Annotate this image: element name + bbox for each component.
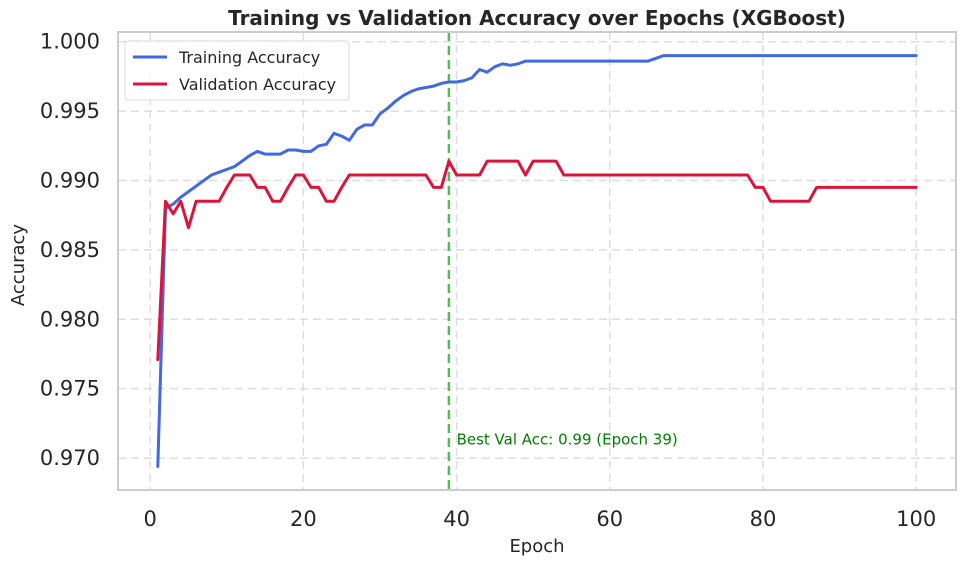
x-tick-label: 80 <box>750 507 777 531</box>
legend-label-validation: Validation Accuracy <box>179 75 336 94</box>
plot-frame <box>117 31 957 491</box>
x-tick-label: 40 <box>443 507 470 531</box>
validation-accuracy-line <box>156 159 918 361</box>
best-val-annotation: Best Val Acc: 0.99 (Epoch 39) <box>457 431 678 449</box>
y-tick-label: 0.975 <box>40 377 100 401</box>
ticks: 0 20 40 60 80 100 0.970 0.975 0.980 0.985 0.990 0.9… <box>40 30 936 531</box>
legend-box <box>124 40 350 101</box>
x-tick-label: 0 <box>143 507 156 531</box>
annotation-layer: Best Val Acc: 0.99 (Epoch 39) <box>457 431 678 449</box>
legend-label-training: Training Accuracy <box>178 48 320 67</box>
x-tick-label: 60 <box>596 507 623 531</box>
y-tick-label: 0.970 <box>40 446 100 470</box>
grid <box>118 32 956 490</box>
y-tick-label: 1.000 <box>40 30 100 54</box>
x-axis-label: Epoch <box>509 536 564 557</box>
y-tick-label: 0.980 <box>40 307 100 331</box>
y-tick-label: 0.995 <box>40 99 100 123</box>
x-tick-label: 20 <box>290 507 317 531</box>
y-tick-label: 0.990 <box>40 169 100 193</box>
chart-title: Training vs Validation Accuracy over Epo… <box>228 6 846 30</box>
y-axis-label: Accuracy <box>8 224 29 307</box>
y-tick-label: 0.985 <box>40 238 100 262</box>
legend: Training Accuracy Validation Accuracy <box>124 40 350 101</box>
training-accuracy-line <box>156 54 918 468</box>
series-layer <box>156 54 918 468</box>
x-tick-label: 100 <box>896 507 936 531</box>
